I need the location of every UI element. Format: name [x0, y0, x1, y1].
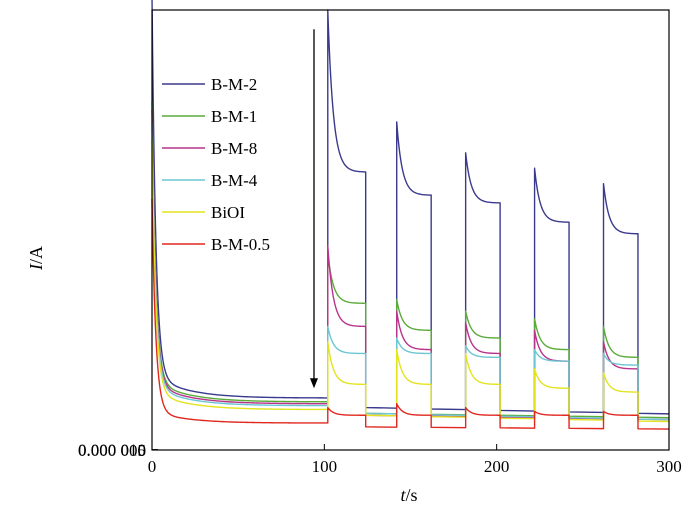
arrow-head-icon: [309, 378, 318, 389]
y-tick-label: 0: [138, 441, 147, 460]
legend-label: B-M-8: [211, 139, 257, 158]
legend: B-M-2 B-M-1 B-M-8 B-M-4 BiOI B-M-0.5: [162, 75, 270, 254]
series-line-BiOI: [151, 139, 670, 423]
legend-label: B-M-4: [211, 171, 258, 190]
x-tick-label: 300: [656, 457, 682, 476]
y-axis-label: I/A: [26, 246, 46, 271]
series-line-B-M-4: [151, 122, 670, 421]
annotation-layer: [309, 29, 318, 389]
series-layer: [151, 0, 670, 430]
series-line-B-M-2: [151, 0, 670, 415]
x-axis-label: t/s: [400, 485, 417, 505]
x-tick-label: 0: [148, 457, 157, 476]
x-tick-label: 200: [484, 457, 510, 476]
legend-label: B-M-0.5: [211, 235, 270, 254]
legend-label: BiOI: [211, 203, 245, 222]
y-tick-label: 0.000 005: [78, 441, 146, 460]
y-tick-label: 0.000 010: [78, 441, 146, 460]
legend-label: B-M-2: [211, 75, 257, 94]
plot-frame: [151, 9, 670, 451]
x-tick-label: 100: [312, 457, 338, 476]
legend-label: B-M-1: [211, 107, 257, 126]
series-line-B-M-0.5: [151, 199, 670, 430]
series-line-B-M-1: [151, 101, 670, 419]
